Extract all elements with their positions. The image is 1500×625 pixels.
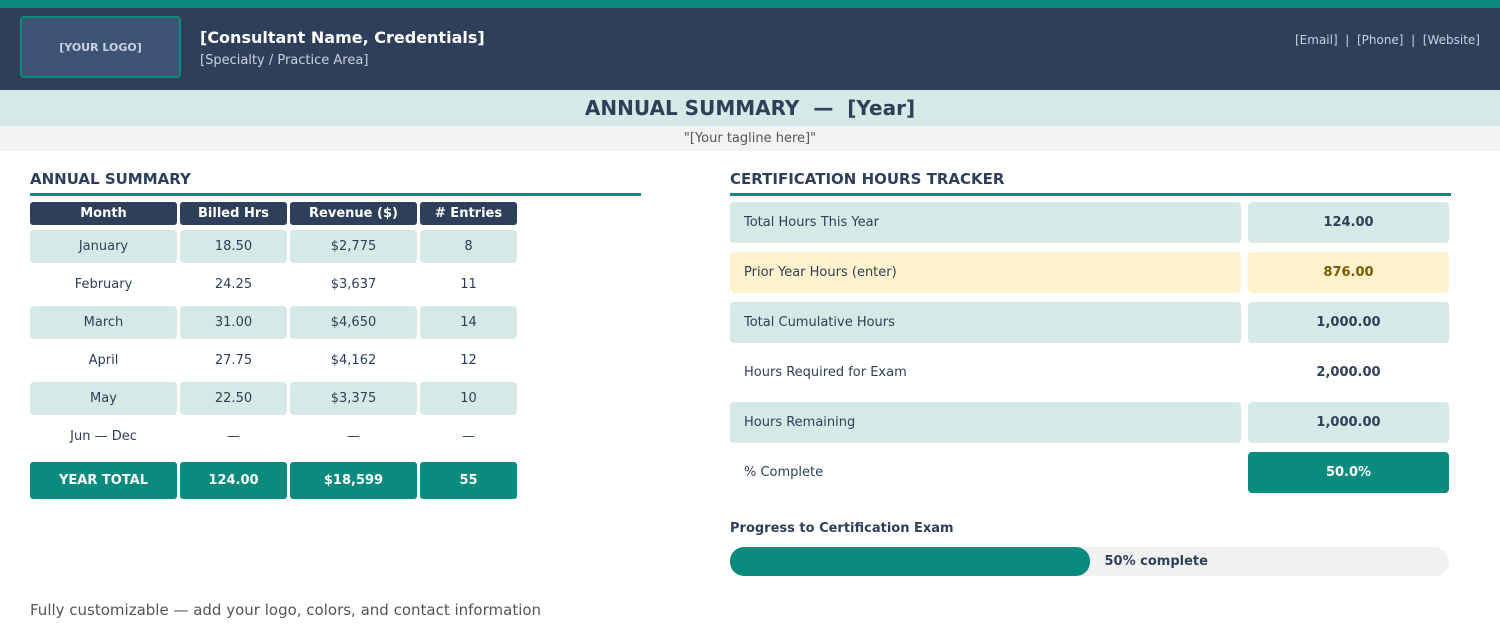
specialty: [Specialty / Practice Area] [200,53,369,68]
tracker-value: 1,000.00 [1248,302,1449,343]
tracker-value: 50.0% [1248,452,1449,493]
contact: [Email] | [Phone] | [Website] [1295,33,1480,47]
table-cell: April [88,353,119,368]
tracker-label: Prior Year Hours (enter) [730,252,1241,293]
tracker-value: 2,000.00 [1316,365,1381,380]
total-cell: $18,599 [290,462,417,499]
column-header: Month [30,202,177,225]
tracker-heading: CERTIFICATION HOURS TRACKER [730,170,1451,196]
total-cell: 55 [420,462,517,499]
tracker-value: 876.00 [1248,252,1449,293]
consultant-name: [Consultant Name, Credentials] [200,28,485,47]
table-cell: — [347,429,360,444]
table-cell: 8 [420,230,517,263]
column-header: Billed Hrs [180,202,287,225]
column-header: Revenue ($) [290,202,417,225]
table-cell: $2,775 [290,230,417,263]
table-cell: 10 [420,382,517,415]
header [0,8,1500,90]
progress-fill [730,547,1090,576]
tracker-label: Hours Remaining [730,402,1241,443]
tracker-value: 1,000.00 [1248,402,1449,443]
table-cell: $4,162 [330,353,377,368]
footer-note: Fully customizable — add your logo, colo… [30,601,542,619]
table-cell: January [30,230,177,263]
table-cell: $3,637 [330,277,377,292]
table-cell: 12 [460,353,477,368]
table-cell: March [30,306,177,339]
tracker-label: Total Hours This Year [730,202,1241,243]
logo[interactable]: [YOUR LOGO] [20,16,181,78]
column-header: # Entries [420,202,517,225]
table-cell: 22.50 [180,382,287,415]
total-cell: YEAR TOTAL [30,462,177,499]
table-cell: — [227,429,240,444]
progress-label: 50% complete [1104,554,1208,569]
progress-track: 50% complete [730,547,1449,576]
table-cell: — [462,429,475,444]
table-cell: Jun — Dec [70,429,137,444]
banner-title: ANNUAL SUMMARY — [Year] [0,90,1500,126]
total-cell: 124.00 [180,462,287,499]
tracker-value: 124.00 [1248,202,1449,243]
tracker-label: Total Cumulative Hours [730,302,1241,343]
tracker-label: Hours Required for Exam [744,365,907,380]
progress-title: Progress to Certification Exam [730,521,954,536]
table-cell: 11 [460,277,477,292]
table-cell: February [74,277,133,292]
table-cell: 27.75 [214,353,253,368]
tracker-label: % Complete [744,465,824,480]
table-cell: $3,375 [290,382,417,415]
table-cell: 14 [420,306,517,339]
table-cell: 31.00 [180,306,287,339]
tagline: "[Your tagline here]" [0,126,1500,151]
table-cell: May [30,382,177,415]
summary-heading: ANNUAL SUMMARY [30,170,641,196]
table-cell: $4,650 [290,306,417,339]
table-cell: 18.50 [180,230,287,263]
table-cell: 24.25 [214,277,253,292]
top-strip [0,0,1500,8]
